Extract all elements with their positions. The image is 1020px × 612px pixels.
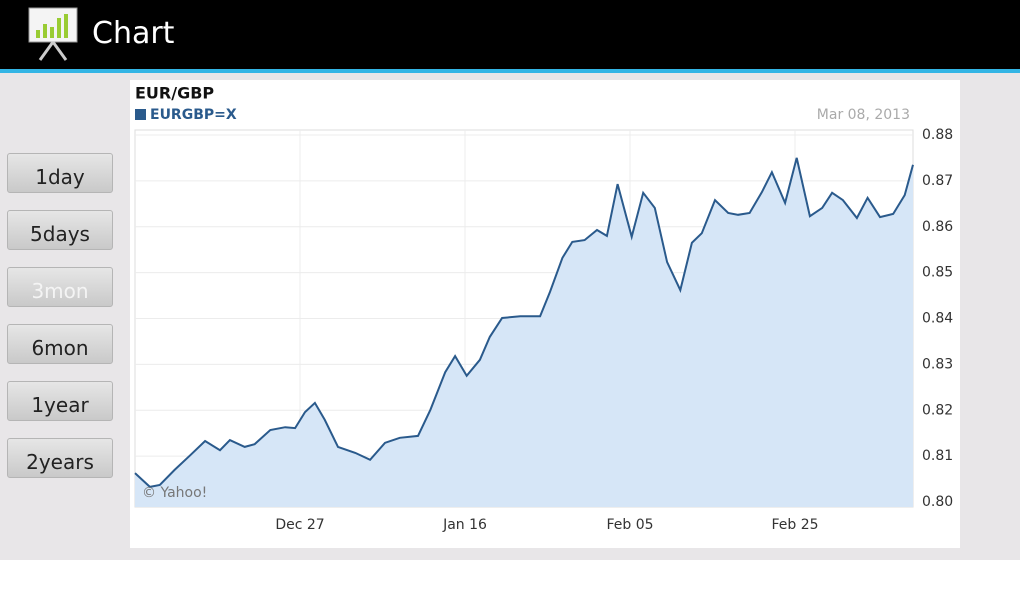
y-tick-label: 0.80 [922, 494, 953, 510]
range-button[interactable]: 1day [7, 153, 113, 193]
x-tick-label: Feb 25 [771, 517, 818, 533]
x-tick-label: Dec 27 [275, 517, 324, 533]
y-tick-label: 0.86 [922, 219, 953, 235]
range-button[interactable]: 2years [7, 438, 113, 478]
y-tick-label: 0.84 [922, 311, 953, 327]
area [135, 157, 913, 507]
y-tick-label: 0.88 [922, 127, 953, 143]
app-title: Chart [92, 16, 175, 51]
y-tick-label: 0.83 [922, 356, 953, 372]
y-tick-label: 0.85 [922, 265, 953, 281]
legend-swatch [135, 109, 146, 120]
line [134, 157, 914, 488]
app-icon [28, 7, 78, 61]
chart: EUR/GBP EURGBP=X Mar 08, 2013 0.80 0.81 0.… [130, 80, 960, 548]
y-tick-label: 0.87 [922, 173, 953, 189]
range-button[interactable]: 5days [7, 210, 113, 250]
x-tick-label: Feb 05 [606, 517, 653, 533]
range-button[interactable]: 6mon [7, 324, 113, 364]
chart-date: Mar 08, 2013 [817, 107, 910, 123]
chart-title: EUR/GBP [135, 84, 214, 103]
range-button[interactable]: 1year [7, 381, 113, 421]
legend-label: EURGBP=X [150, 107, 237, 123]
app-bar: Chart [0, 0, 1020, 73]
credit: © Yahoo! [142, 485, 207, 501]
range-button: 3mon [7, 267, 113, 307]
y-tick-label: 0.82 [922, 402, 953, 418]
x-tick-label: Jan 16 [442, 517, 487, 533]
y-tick-label: 0.81 [922, 448, 953, 464]
